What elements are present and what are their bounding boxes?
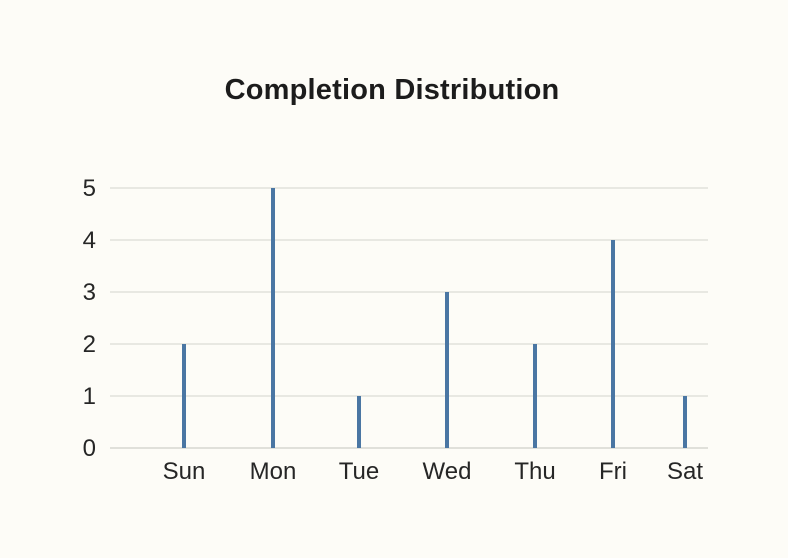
bar-sat <box>683 396 687 448</box>
y-tick-label-0: 0 <box>83 435 96 462</box>
y-tick-label-5: 5 <box>83 175 96 202</box>
x-tick-label-mon: Mon <box>250 458 297 485</box>
chart-title: Completion Distribution <box>224 74 560 106</box>
x-tick-label-wed: Wed <box>423 458 472 485</box>
bar-wed <box>445 292 449 448</box>
y-tick-label-2: 2 <box>83 331 96 358</box>
y-tick-label-3: 3 <box>83 279 96 306</box>
bar-fri <box>611 240 615 448</box>
bar-thu <box>533 344 537 448</box>
x-tick-label-tue: Tue <box>339 458 379 485</box>
y-tick-label-4: 4 <box>83 227 96 254</box>
x-tick-label-sat: Sat <box>667 458 703 485</box>
x-tick-label-thu: Thu <box>514 458 555 485</box>
bar-mon <box>271 188 275 448</box>
bar-sun <box>182 344 186 448</box>
y-tick-label-1: 1 <box>83 383 96 410</box>
x-tick-label-fri: Fri <box>599 458 627 485</box>
x-tick-label-sun: Sun <box>163 458 206 485</box>
bar-tue <box>357 396 361 448</box>
